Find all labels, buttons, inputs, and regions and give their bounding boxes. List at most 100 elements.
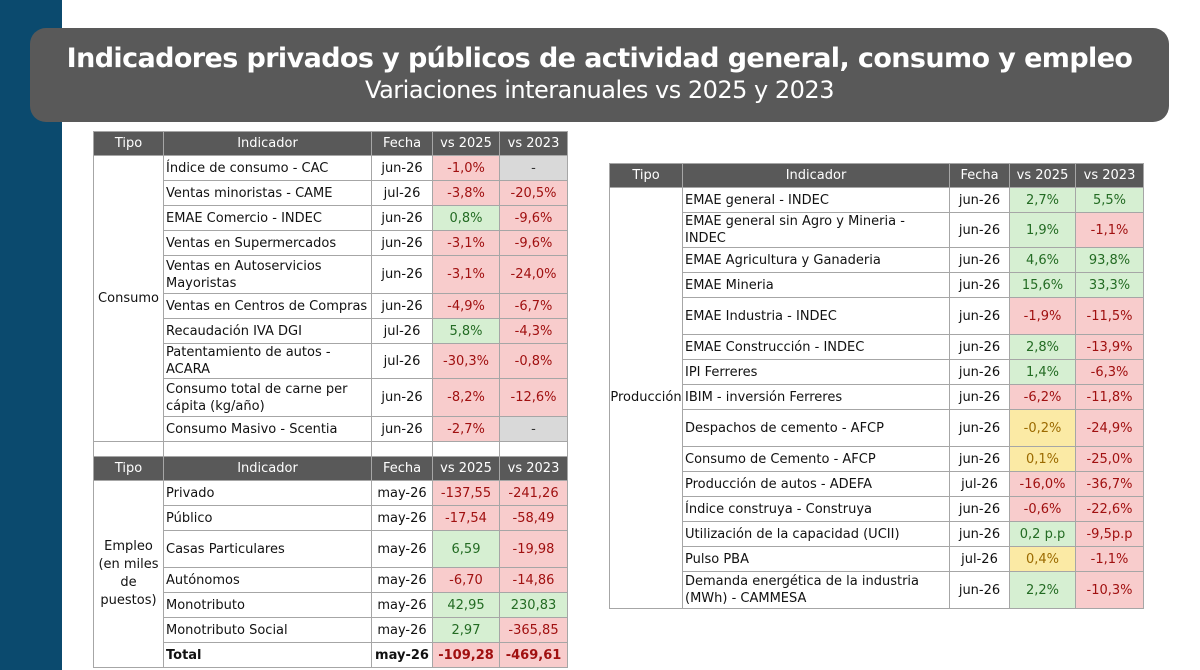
indicator-cell: Consumo total de carne per cápita (kg/añ… — [163, 378, 372, 417]
indicator-cell: Total — [163, 642, 372, 668]
date-cell: jun-26 — [949, 359, 1010, 385]
indicator-cell: Público — [163, 505, 372, 531]
table-row: Empleo (en miles de puestos) Privado may-2… — [93, 480, 568, 668]
indicator-cell: EMAE Agricultura y Ganaderia — [682, 247, 950, 273]
indicator-cell: Producción de autos - ADEFA — [682, 471, 950, 497]
table-row: Índice construya - Construya jun-26 -0,6% -… — [610, 496, 1144, 522]
vs2023-cell: -24,9% — [1075, 409, 1144, 447]
indicator-cell: Pulso PBA — [682, 546, 950, 572]
vs2023-cell: -25,0% — [1075, 446, 1144, 472]
indicator-cell: EMAE Comercio - INDEC — [163, 205, 372, 231]
date-cell: jul-26 — [949, 471, 1010, 497]
vs2023-cell: 230,83 — [499, 592, 568, 618]
indicator-cell: Despachos de cemento - AFCP — [682, 409, 950, 447]
col-vs2025: vs 2025 — [432, 131, 500, 156]
empleo-table: Tipo Indicador Fecha vs 2025 vs 2023 Emp… — [93, 456, 568, 668]
vs2023-cell: -20,5% — [499, 180, 568, 206]
vs2023-cell: -6,7% — [499, 293, 568, 319]
produccion-table: Tipo Indicador Fecha vs 2025 vs 2023 Pro… — [609, 163, 1144, 609]
page-subtitle: Variaciones interanuales vs 2025 y 2023 — [365, 76, 834, 104]
vs2023-cell: 93,8% — [1075, 247, 1144, 273]
date-cell: may-26 — [371, 567, 433, 593]
indicator-cell: Ventas minoristas - CAME — [163, 180, 372, 206]
table-row: Demanda energética de la industria (MWh)… — [610, 571, 1144, 609]
vs2025-cell: 5,8% — [432, 318, 500, 344]
row-group-label: Consumo — [93, 155, 164, 442]
vs2023-cell: -11,8% — [1075, 384, 1144, 410]
vs2025-cell: 6,59 — [432, 530, 500, 568]
date-cell: jul-26 — [371, 318, 433, 344]
date-cell: jun-26 — [949, 334, 1010, 360]
vs2025-cell: -16,0% — [1009, 471, 1076, 497]
table-row: Producción de autos - ADEFA jul-26 -16,0% -… — [610, 471, 1144, 497]
date-cell: jun-26 — [949, 496, 1010, 522]
table-row: Casas Particulares may-26 6,59 -19,98 — [94, 530, 568, 568]
date-cell: jul-26 — [949, 546, 1010, 572]
date-cell: jul-26 — [371, 343, 433, 379]
col-indicador: Indicador — [163, 131, 372, 156]
vs2025-cell: 4,6% — [1009, 247, 1076, 273]
vs2025-cell: 2,97 — [432, 617, 500, 643]
indicator-cell: Casas Particulares — [163, 530, 372, 568]
vs2025-cell: -1,9% — [1009, 297, 1076, 335]
date-cell: jun-26 — [949, 297, 1010, 335]
vs2025-cell: -3,1% — [432, 230, 500, 256]
table-row: Ventas en Autoservicios Mayoristas jun-26… — [94, 255, 568, 294]
date-cell: may-26 — [371, 592, 433, 618]
vs2025-cell: -4,9% — [432, 293, 500, 319]
indicator-cell: Patentamiento de autos - ACARA — [163, 343, 372, 379]
date-cell: jun-26 — [949, 521, 1010, 547]
indicator-cell: EMAE Industria - INDEC — [682, 297, 950, 335]
date-cell: jun-26 — [371, 205, 433, 231]
date-cell: may-26 — [371, 617, 433, 643]
table-row: Pulso PBA jul-26 0,4% -1,1% — [610, 546, 1144, 572]
date-cell: jun-26 — [371, 378, 433, 417]
vs2023-cell: -241,26 — [499, 480, 568, 506]
date-cell: may-26 — [371, 530, 433, 568]
table-row: Recaudación IVA DGI jul-26 5,8% -4,3% — [94, 318, 568, 344]
vs2023-cell: -6,3% — [1075, 359, 1144, 385]
vs2025-cell: 0,1% — [1009, 446, 1076, 472]
indicator-cell: EMAE Construcción - INDEC — [682, 334, 950, 360]
vs2025-cell: 0,4% — [1009, 546, 1076, 572]
indicator-cell: Utilización de la capacidad (UCII) — [682, 521, 950, 547]
indicator-cell: Autónomos — [163, 567, 372, 593]
col-tipo: Tipo — [609, 163, 683, 188]
col-tipo: Tipo — [93, 456, 164, 481]
vs2025-cell: -0,2% — [1009, 409, 1076, 447]
table-row: Despachos de cemento - AFCP jun-26 -0,2% -2… — [610, 409, 1144, 447]
col-tipo: Tipo — [93, 131, 164, 156]
vs2023-cell: - — [499, 155, 568, 181]
table-header-row: Tipo Indicador Fecha vs 2025 vs 2023 — [93, 456, 568, 481]
indicator-cell: Ventas en Centros de Compras — [163, 293, 372, 319]
vs2023-cell: -58,49 — [499, 505, 568, 531]
vs2025-cell: -3,8% — [432, 180, 500, 206]
vs2025-cell: -0,6% — [1009, 496, 1076, 522]
vs2023-cell: -12,6% — [499, 378, 568, 417]
vs2023-cell: -0,8% — [499, 343, 568, 379]
indicator-cell: Privado — [163, 480, 372, 506]
date-cell: may-26 — [371, 642, 433, 668]
table-row: Público may-26 -17,54 -58,49 — [94, 505, 568, 531]
vs2025-cell: -1,0% — [432, 155, 500, 181]
indicator-cell: EMAE Mineria — [682, 272, 950, 298]
date-cell: jun-26 — [371, 155, 433, 181]
indicator-cell: Consumo Masivo - Scentia — [163, 416, 372, 442]
vs2023-cell: -36,7% — [1075, 471, 1144, 497]
table-row: Consumo de Cemento - AFCP jun-26 0,1% -25,0… — [610, 446, 1144, 472]
indicator-cell: Índice de consumo - CAC — [163, 155, 372, 181]
date-cell: jun-26 — [949, 571, 1010, 609]
vs2023-cell: -9,5p.p — [1075, 521, 1144, 547]
indicator-cell: Índice construya - Construya — [682, 496, 950, 522]
row-group-label: Empleo (en miles de puestos) — [93, 480, 164, 668]
indicator-cell: Ventas en Autoservicios Mayoristas — [163, 255, 372, 294]
vs2025-cell: 0,2 p.p — [1009, 521, 1076, 547]
vs2023-cell: -365,85 — [499, 617, 568, 643]
table-row: Utilización de la capacidad (UCII) jun-26… — [610, 521, 1144, 547]
table-row: Ventas en Supermercados jun-26 -3,1% -9,6% — [94, 230, 568, 256]
vs2023-cell: -13,9% — [1075, 334, 1144, 360]
table-row: Patentamiento de autos - ACARA jul-26 -30,… — [94, 343, 568, 379]
indicator-cell: Monotributo Social — [163, 617, 372, 643]
indicator-cell: Recaudación IVA DGI — [163, 318, 372, 344]
vs2025-cell: -8,2% — [432, 378, 500, 417]
